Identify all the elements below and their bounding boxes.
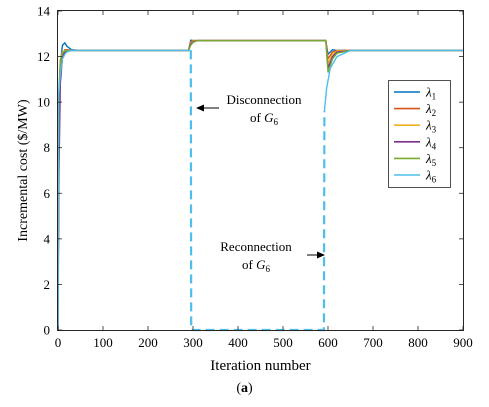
legend-label: λ4 — [425, 134, 437, 151]
x-tick-label: 0 — [55, 335, 62, 350]
incremental-cost-chart: 0 100 200 300 400 500 600 700 800 90002468101214 … — [16, 3, 473, 374]
legend-item: λ6 — [394, 168, 437, 185]
series-4 — [57, 39, 463, 331]
x-tick-label: 200 — [138, 335, 158, 350]
series-3-line — [57, 39, 463, 331]
y-tick-label: 8 — [44, 140, 51, 155]
plot-frame — [57, 10, 464, 331]
legend-label: λ2 — [425, 101, 436, 118]
x-tick-label: 300 — [183, 335, 203, 350]
annotation-reconnection-line2: of G6 — [242, 257, 270, 274]
legend-label: λ3 — [425, 118, 437, 135]
y-tick-label: 4 — [44, 231, 51, 246]
series-3 — [57, 39, 463, 331]
legend-item: λ1 — [394, 85, 436, 102]
series-1 — [57, 39, 463, 331]
annotation-reconnection-arrow-head — [317, 251, 325, 259]
legend-box — [388, 80, 451, 188]
annotation-disconnection-line1: Disconnection — [226, 92, 302, 107]
x-tick-label: 600 — [318, 335, 338, 350]
legend-label: λ5 — [425, 151, 437, 168]
y-tick-label: 10 — [37, 95, 50, 110]
series-4-line — [57, 39, 463, 331]
legend-item: λ5 — [394, 151, 437, 168]
y-tick-label: 12 — [37, 49, 50, 64]
y-tick-label: 2 — [44, 277, 51, 292]
legend-item: λ2 — [394, 101, 436, 118]
annotation-disconnection-arrow-head — [196, 104, 204, 112]
legend-item: λ4 — [394, 134, 437, 151]
series-6-line-after — [323, 49, 463, 112]
y-tick-label: 6 — [44, 186, 51, 201]
annotation-disconnection: Disconnection of G6 — [196, 92, 302, 127]
series-6-line-before — [57, 49, 191, 331]
x-tick-label: 400 — [228, 335, 248, 350]
y-tick-label: 14 — [37, 4, 51, 19]
y-axis-label: Incremental cost ($/MW) — [16, 99, 31, 242]
x-axis-label: Iteration number — [210, 358, 310, 374]
annotation-reconnection-line1: Reconnection — [220, 239, 292, 254]
x-tick-label: 500 — [273, 335, 293, 350]
x-tick-label: 900 — [453, 335, 473, 350]
figure-caption-label: a — [241, 381, 248, 396]
legend-item: λ3 — [394, 118, 437, 135]
x-tick-label: 800 — [408, 335, 428, 350]
annotation-reconnection: Reconnection of G6 — [220, 239, 325, 274]
legend-label: λ6 — [425, 168, 437, 185]
x-tick-label: 700 — [363, 335, 383, 350]
series-1-line — [57, 39, 463, 331]
x-tick-label: 100 — [93, 335, 113, 350]
series-5 — [57, 39, 463, 331]
y-tick-label: 0 — [44, 323, 51, 338]
annotation-disconnection-line2: of G6 — [250, 110, 278, 127]
legend-label: λ1 — [425, 85, 436, 102]
figure-caption: (a) — [236, 381, 253, 396]
series-5-line — [57, 39, 463, 331]
